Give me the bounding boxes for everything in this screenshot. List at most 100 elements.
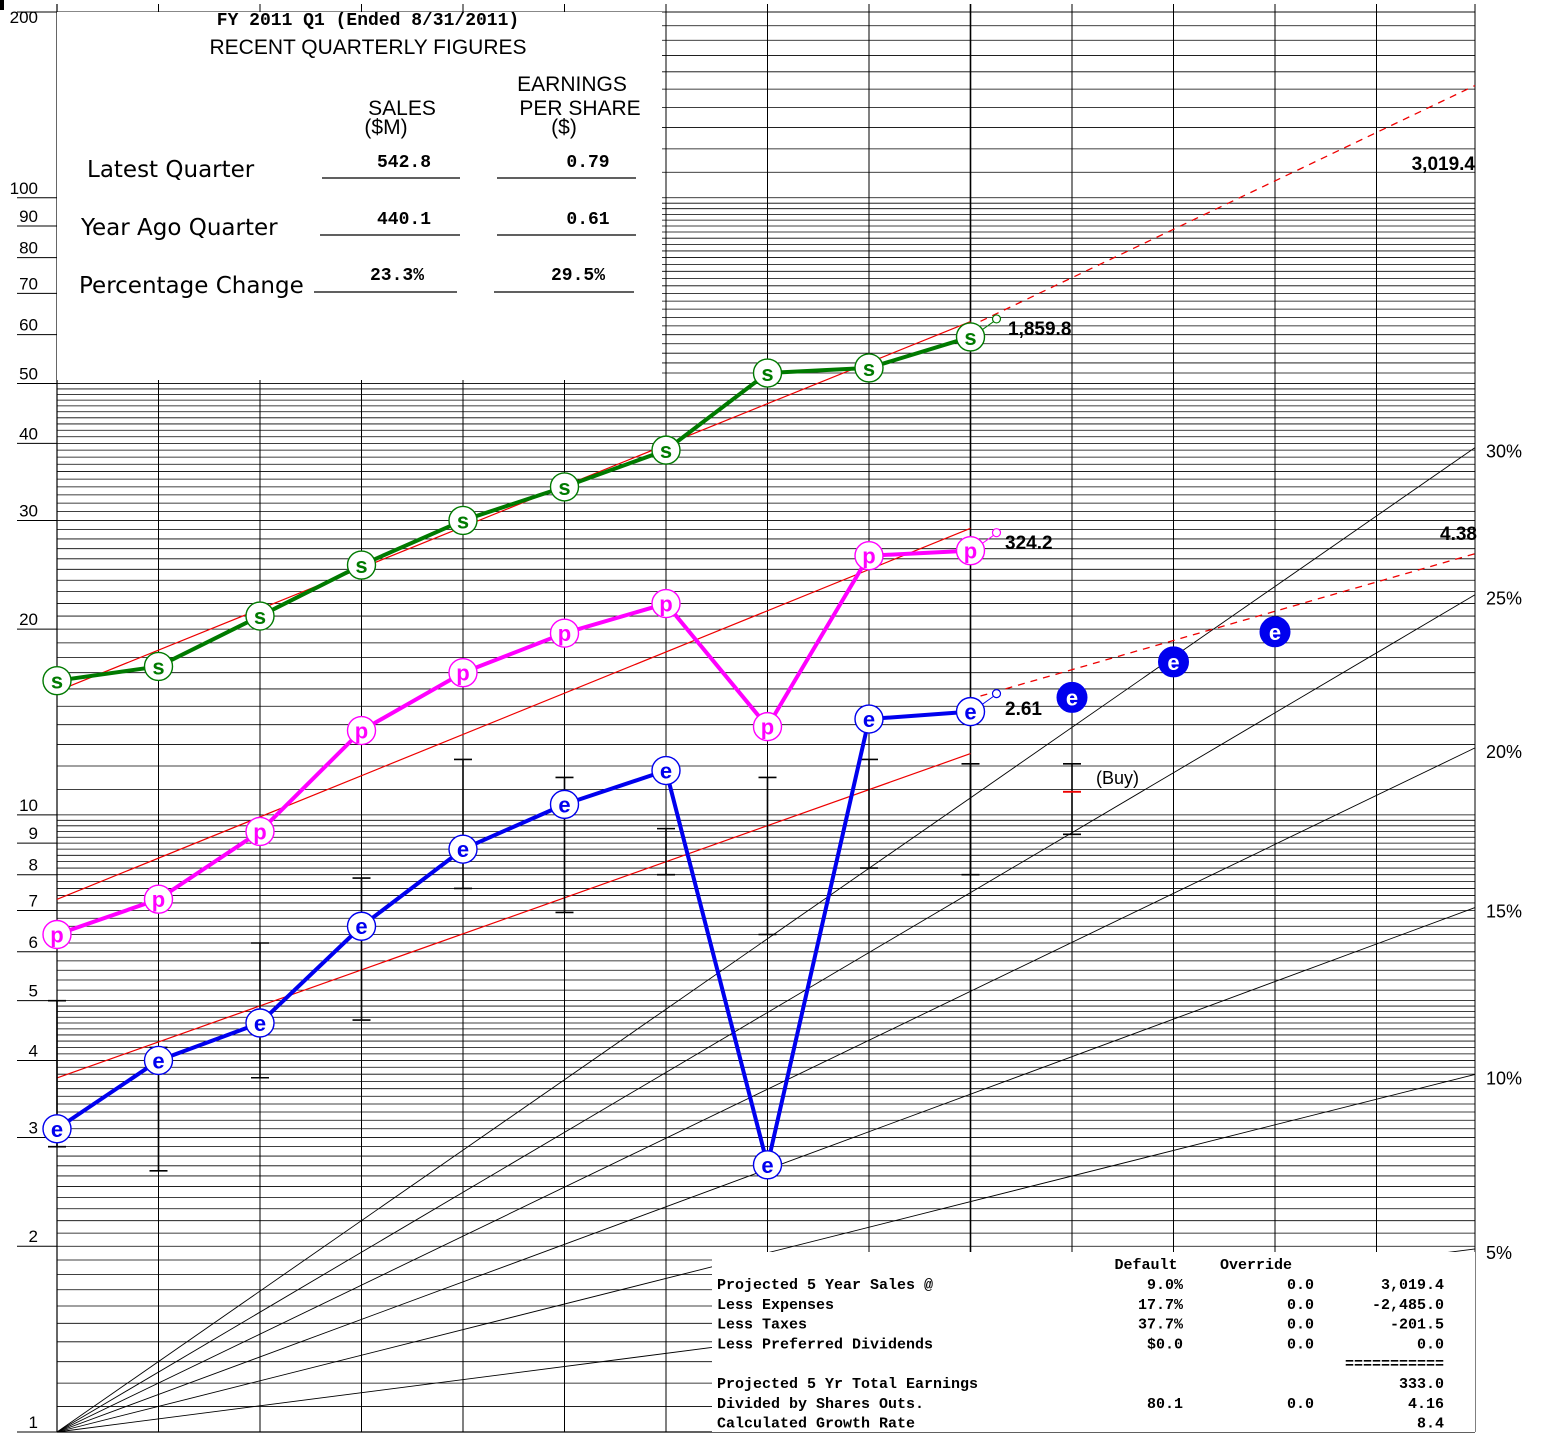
series-line — [56, 548, 971, 937]
data-point-letter: p — [964, 539, 977, 564]
growth-guide-line — [56, 447, 1476, 1433]
data-point-marker — [346, 911, 377, 941]
trend-lines — [56, 84, 1476, 1079]
projection-row-override: 0.0 — [1287, 1277, 1314, 1294]
projection-row-value: 0.0 — [1417, 1336, 1444, 1353]
estimate-letter: e — [1066, 685, 1078, 710]
data-point-letter: p — [253, 819, 266, 844]
data-point-letter: p — [456, 661, 469, 686]
projection-header-default: Default — [1114, 1257, 1177, 1274]
y-tick-label: 7 — [29, 891, 38, 910]
row-eps-year-ago: 0.61 — [566, 210, 609, 230]
row-label-latest: Latest Quarter — [87, 157, 255, 183]
data-point-marker — [143, 884, 174, 914]
projection-row-default: 80.1 — [1147, 1396, 1183, 1413]
data-point-marker — [346, 550, 377, 580]
projection-row-default: 37.7% — [1138, 1317, 1184, 1334]
sales-projected-label: 3,019.4 — [1412, 154, 1476, 175]
quarterly-title: FY 2011 Q1 (Ended 8/31/2011) — [217, 11, 519, 31]
data-point-marker — [752, 711, 783, 742]
data-point-letter: e — [660, 759, 672, 784]
data-point-letter: s — [964, 325, 976, 350]
data-point-marker — [854, 541, 884, 571]
growth-guide-label: 30% — [1486, 442, 1522, 462]
data-point-marker — [245, 816, 275, 847]
y-tick-label: 80 — [19, 239, 38, 258]
y-tick-label: 200 — [10, 8, 38, 27]
projection-row-override: 0.0 — [1287, 1317, 1314, 1334]
data-point-marker — [448, 834, 478, 864]
data-point-marker — [143, 651, 174, 682]
projection-row-default: 17.7% — [1138, 1297, 1184, 1314]
data-point-letter: s — [761, 361, 773, 386]
data-point-marker — [549, 618, 580, 648]
eps-col-header-3: ($) — [551, 116, 577, 139]
data-point-letter: e — [51, 1117, 63, 1142]
series-pointer-dot — [991, 689, 1002, 699]
data-point-marker — [245, 1008, 275, 1038]
data-point-letter: s — [457, 508, 469, 533]
projection-row-default: $0.0 — [1147, 1336, 1183, 1353]
data-point-letter: e — [254, 1011, 266, 1036]
row-eps-pct-change: 29.5% — [551, 266, 605, 286]
data-point-marker — [955, 535, 986, 566]
projection-row-value: 8.4 — [1417, 1416, 1444, 1433]
data-point-marker — [854, 704, 884, 734]
growth-guide-label: 5% — [1486, 1243, 1512, 1263]
y-tick-label: 50 — [19, 365, 38, 384]
projection-row-label: Calculated Growth Rate — [717, 1416, 915, 1433]
projection-line — [980, 553, 1476, 697]
data-point-letter: s — [660, 438, 672, 463]
y-tick-label: 3 — [29, 1119, 38, 1138]
price-ranges: (Buy) — [48, 758, 1139, 1172]
y-tick-label: 20 — [19, 610, 38, 629]
data-point-marker — [955, 696, 986, 727]
y-tick-label: 2 — [29, 1227, 38, 1246]
data-point-letter: s — [355, 553, 367, 578]
projection-line — [980, 84, 1476, 322]
series-line — [56, 335, 972, 683]
pretax-last-label: 324.2 — [1005, 533, 1053, 554]
data-point-marker — [549, 789, 580, 820]
sales-col-header-2: ($M) — [364, 116, 407, 139]
data-point-marker — [752, 358, 783, 388]
data-point-marker — [42, 919, 72, 950]
data-point-letter: p — [558, 621, 571, 646]
y-tick-label: 1 — [29, 1413, 38, 1432]
data-point-marker — [752, 1150, 783, 1180]
estimate-marker — [1056, 681, 1088, 713]
data-point-letter: e — [457, 837, 469, 862]
projection-row-label: Less Preferred Dividends — [717, 1336, 933, 1353]
projection-row-override: 0.0 — [1287, 1297, 1314, 1314]
y-tick-label: 8 — [29, 856, 38, 875]
row-eps-latest: 0.79 — [566, 153, 609, 173]
growth-guide-label: 15% — [1486, 902, 1522, 922]
y-tick-label: 40 — [19, 424, 38, 443]
data-point-marker — [854, 353, 884, 383]
y-tick-label: 90 — [19, 207, 38, 226]
y-tick-label: 100 — [10, 179, 38, 198]
projection-row-value: 3,019.4 — [1381, 1277, 1444, 1294]
projection-row-override: 0.0 — [1287, 1396, 1314, 1413]
trend-line — [56, 753, 971, 1079]
projection-row-value: 4.16 — [1408, 1396, 1444, 1413]
eps-last-label: 2.61 — [1005, 699, 1042, 720]
data-point-letter: p — [659, 592, 672, 617]
y-tick-label: 4 — [29, 1041, 38, 1060]
data-point-marker — [346, 715, 377, 746]
quarterly-panel: FY 2011 Q1 (Ended 8/31/2011) RECENT QUAR… — [57, 11, 662, 380]
y-tick-label: 9 — [29, 824, 38, 843]
chart-labels: 1,859.8 3,019.4 324.2 2.61 4.38 — [1005, 154, 1477, 720]
y-tick-label: 6 — [29, 933, 38, 952]
eps-col-header-1: EARNINGS — [517, 73, 627, 96]
data-point-marker — [448, 657, 478, 688]
series-pointer-dot — [991, 314, 1002, 324]
data-point-letter: s — [558, 475, 570, 500]
growth-guide-line — [56, 594, 1476, 1433]
growth-guide-line — [56, 747, 1476, 1433]
projection-row-label: Projected 5 Yr Total Earnings — [717, 1376, 978, 1393]
buy-label: (Buy) — [1096, 768, 1139, 788]
data-point-letter: e — [558, 792, 570, 817]
row-label-pct-change: Percentage Change — [79, 273, 304, 299]
